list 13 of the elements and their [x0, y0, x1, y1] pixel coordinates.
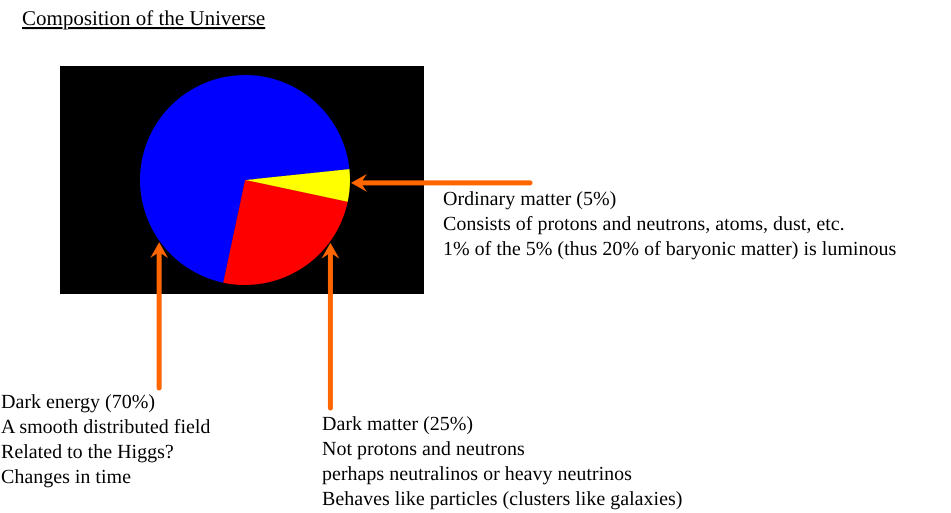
text: A smooth distributed field Related to the Higgs? Changes in time	[1, 416, 210, 488]
data-label: (5%)	[576, 188, 616, 210]
chart-title: Composition of the Universe	[22, 6, 266, 30]
slice-label: Dark energy	[1, 391, 100, 413]
data-label: (70%)	[105, 391, 156, 413]
text: Not protons and neutrons perhaps neutralinos or heavy neutrinos Behaves like particles (clusters like galaxies)	[322, 438, 682, 510]
pie-slice	[223, 180, 348, 285]
data-label: (25%)	[423, 413, 474, 435]
text: Consists of protons and neutrons, atoms, dust, etc. 1% of the 5% (thus 20% of baryonic matter) is luminous	[443, 213, 896, 260]
slice-label: Ordinary matter	[443, 188, 572, 210]
pie-slice	[245, 169, 350, 202]
slice-label: Dark matter	[322, 413, 418, 435]
pie-slice	[140, 75, 350, 283]
